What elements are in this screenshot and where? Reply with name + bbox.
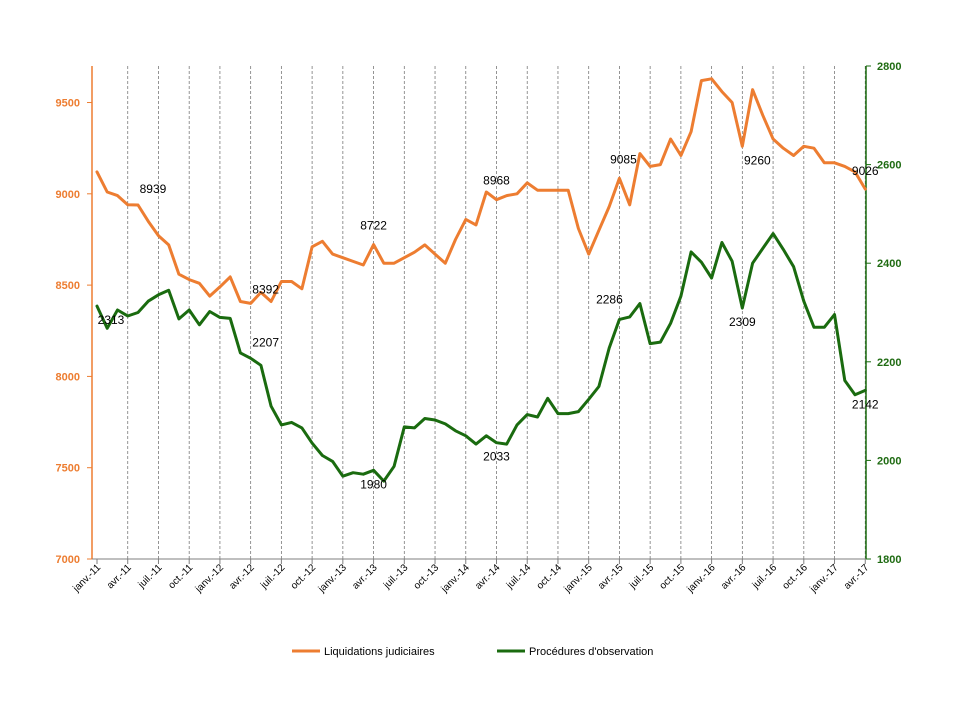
x-tick-label: juil.-15 bbox=[627, 562, 657, 592]
x-tick-label: janv.-13 bbox=[316, 562, 349, 595]
x-tick-label: janv.-16 bbox=[685, 562, 718, 595]
x-tick-label: juil.-16 bbox=[750, 562, 780, 592]
x-tick-label: avr.-14 bbox=[473, 562, 503, 592]
x-tick-label: avr.-16 bbox=[719, 562, 749, 592]
x-tick-label: janv.-17 bbox=[808, 562, 841, 595]
data-label: 1980 bbox=[360, 477, 387, 491]
data-label: 2286 bbox=[596, 292, 623, 306]
left-tick-label: 8000 bbox=[56, 371, 80, 383]
data-label: 2033 bbox=[483, 450, 510, 464]
left-tick-label: 7000 bbox=[56, 554, 80, 566]
x-tick-label: avr.-15 bbox=[596, 562, 626, 592]
x-tick-label: juil.-11 bbox=[136, 562, 165, 591]
series-line-liquidations bbox=[95, 77, 867, 305]
left-tick-label: 9000 bbox=[56, 189, 80, 201]
x-tick-label: oct.-15 bbox=[658, 562, 688, 592]
x-tick-label: janv.-12 bbox=[193, 562, 226, 595]
right-tick-label: 2000 bbox=[877, 455, 901, 467]
right-tick-label: 2600 bbox=[877, 160, 901, 172]
x-tick-label: janv.-11 bbox=[71, 562, 104, 595]
series-line-observation bbox=[95, 232, 867, 483]
data-label: 2142 bbox=[852, 397, 879, 411]
right-tick-label: 1800 bbox=[877, 554, 901, 566]
data-label: 8722 bbox=[360, 219, 387, 233]
x-tick-label: juil.-14 bbox=[504, 562, 534, 592]
x-tick-label: avr.-17 bbox=[842, 562, 872, 592]
x-tick-label: janv.-14 bbox=[439, 562, 472, 595]
right-tick-label: 2800 bbox=[877, 61, 901, 73]
legend-item-observation: Procédures d'observation bbox=[497, 646, 653, 658]
x-tick-label: avr.-12 bbox=[227, 562, 257, 592]
data-label: 8939 bbox=[140, 182, 167, 196]
data-label: 2207 bbox=[252, 335, 279, 349]
legend: Liquidations judiciaires Procédures d'obs… bbox=[292, 646, 653, 658]
x-tick-label: juil.-13 bbox=[381, 562, 411, 592]
legend-label: Procédures d'observation bbox=[529, 646, 653, 658]
data-label: 9085 bbox=[610, 152, 637, 166]
left-tick-label: 7500 bbox=[56, 463, 80, 475]
data-label: 2313 bbox=[98, 313, 125, 327]
x-tick-label: avr.-13 bbox=[350, 562, 380, 592]
x-tick-label: janv.-15 bbox=[562, 562, 595, 595]
series-lines bbox=[95, 77, 867, 483]
data-label: 8392 bbox=[252, 282, 279, 296]
x-tick-label: oct.-14 bbox=[535, 562, 565, 592]
x-tick-label: avr.-11 bbox=[105, 562, 134, 591]
legend-label: Liquidations judiciaires bbox=[324, 646, 435, 658]
legend-item-liquidations: Liquidations judiciaires bbox=[292, 646, 435, 658]
data-label: 2309 bbox=[729, 315, 756, 329]
right-tick-label: 2400 bbox=[877, 258, 901, 270]
x-tick-label: oct.-16 bbox=[781, 562, 811, 592]
data-label: 9026 bbox=[852, 164, 879, 178]
data-labels: 8939 8392 8722 8968 9085 9260 9026 2313 2207 1980… bbox=[98, 152, 879, 491]
data-label: 8968 bbox=[483, 174, 510, 188]
left-tick-label: 9500 bbox=[56, 98, 80, 110]
x-tick-label: oct.-12 bbox=[289, 562, 319, 592]
left-tick-label: 8500 bbox=[56, 280, 80, 292]
x-tick-label: oct.-13 bbox=[412, 562, 442, 592]
right-tick-label: 2200 bbox=[877, 357, 901, 369]
data-label: 9260 bbox=[744, 153, 771, 167]
gridlines bbox=[127, 66, 866, 559]
x-tick-label: oct.-11 bbox=[166, 562, 195, 591]
x-tick-label: juil.-12 bbox=[258, 562, 288, 592]
